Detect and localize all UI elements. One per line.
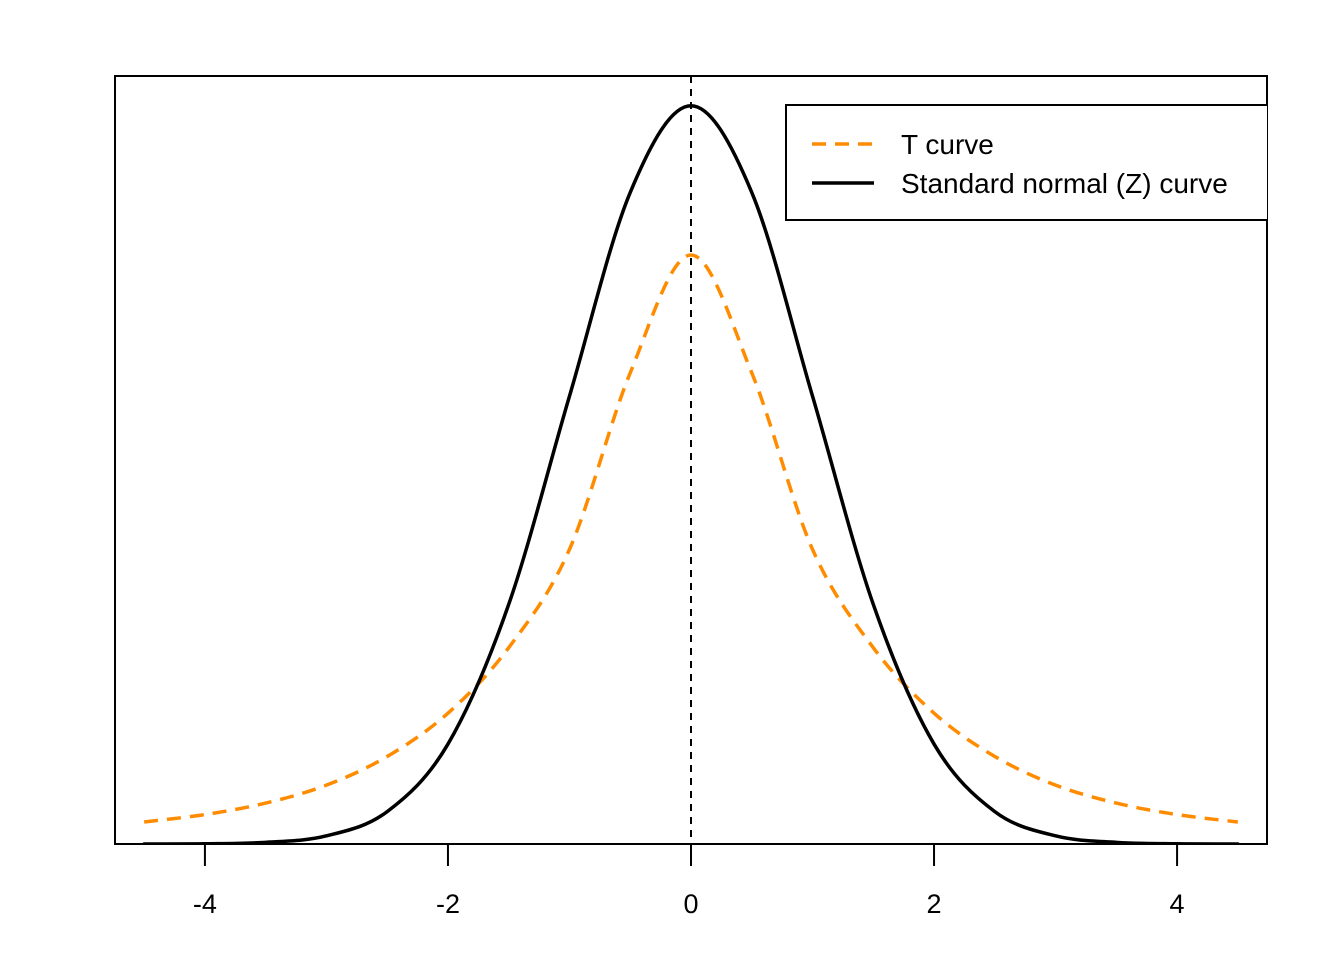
series-group (142, 104, 1240, 844)
legend-box (785, 104, 1267, 221)
z-curve-line (142, 104, 1240, 844)
t-curve-line (143, 253, 1239, 824)
x-axis: -4 -2 0 2 4 (193, 843, 1185, 919)
legend: T curve Standard normal (Z) curve (785, 104, 1267, 221)
x-tick-label: 2 (927, 889, 942, 919)
legend-label-t-curve: T curve (901, 129, 994, 160)
x-tick-label: 0 (683, 889, 698, 919)
x-tick-label: -2 (436, 889, 460, 919)
legend-label-z-curve: Standard normal (Z) curve (901, 168, 1228, 199)
x-tick-label: 4 (1170, 889, 1185, 919)
x-tick-label: -4 (193, 889, 217, 919)
